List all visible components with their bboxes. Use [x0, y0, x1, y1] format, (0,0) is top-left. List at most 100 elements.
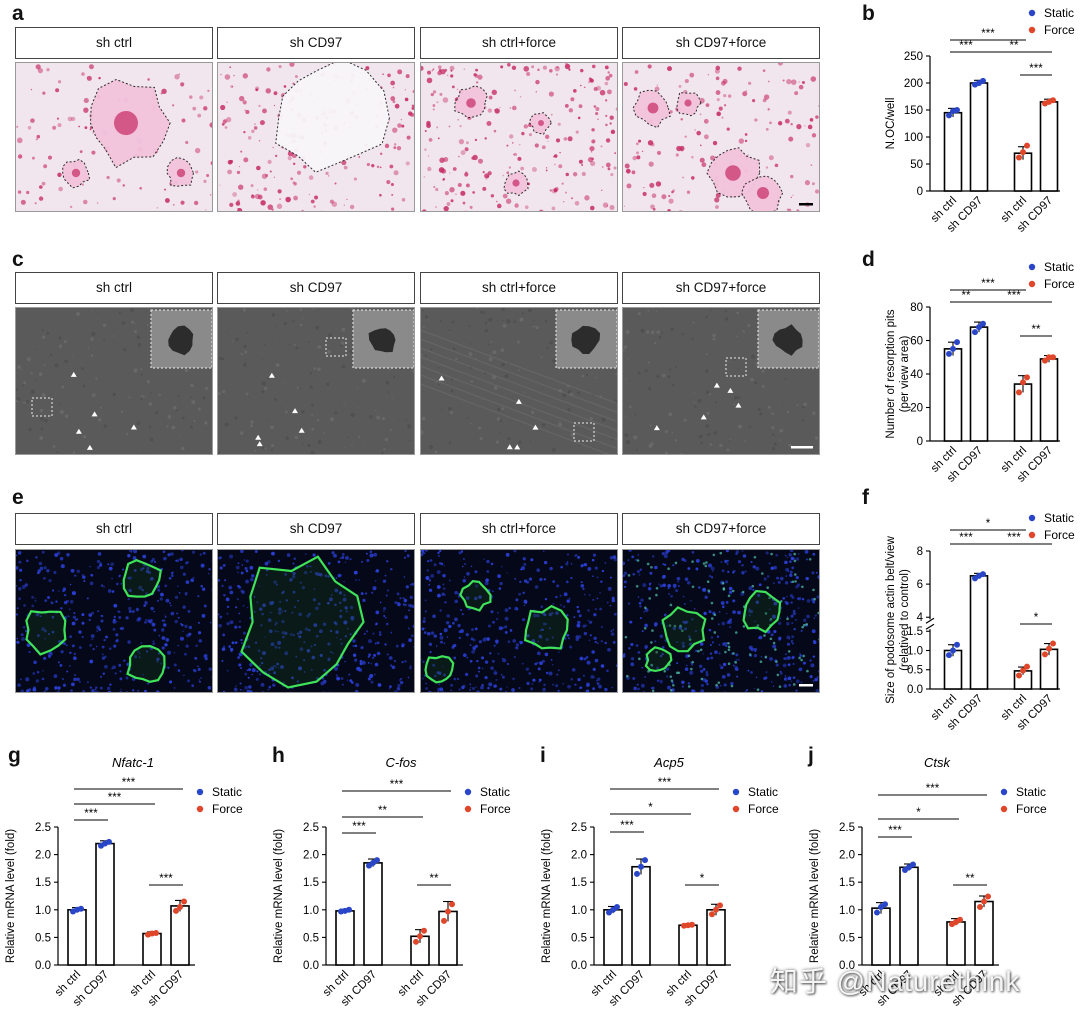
chart-g-bar	[170, 905, 190, 966]
label-e-sh-cd97: sh CD97	[217, 513, 415, 545]
chart-b-point	[1020, 149, 1026, 156]
chart-d-point	[980, 320, 986, 327]
panel-letter-f: f	[862, 486, 869, 509]
chart-h-ytick-label: 2.0	[303, 850, 319, 862]
chart-g-legend-force-marker	[196, 805, 204, 813]
chart-h-point	[421, 927, 427, 934]
chart-d-legend-force-marker	[1028, 280, 1036, 288]
chart-i-sig-label: ***	[658, 777, 672, 789]
chart-i-plot: Acp5 0.0 0.5 1.0 1.5 2.0 2.5 Relative mRNA leve…	[541, 755, 779, 1009]
chart-j-point	[874, 909, 880, 916]
chart-g-point	[153, 929, 159, 936]
chart-f-ytick-label: 6	[917, 579, 923, 591]
watermark: 知乎 @Naturethink	[770, 966, 1021, 997]
chart-h-point	[417, 933, 423, 940]
chart-g-ytick-label: 2.0	[35, 850, 51, 862]
chart-i-point	[638, 863, 644, 870]
chart-h-legend-static-label: Static	[480, 785, 510, 799]
chart-i-point	[642, 857, 648, 864]
panel-letter-j: j	[808, 744, 814, 767]
chart-b-ytick-label: 150	[904, 105, 923, 117]
label-a-sh-cd97-force: sh CD97+force	[622, 27, 820, 59]
chart-g-ytick-label: 1.0	[35, 905, 51, 917]
chart-g-ytick-label: 0.5	[35, 932, 51, 944]
chart-h-sig-label: ***	[390, 779, 404, 791]
chart-d-ytick-label: 40	[910, 369, 923, 381]
chart-j: Ctsk 0.0 0.5 1.0 1.5 2.0 2.5 Relative mRNA leve…	[804, 745, 1074, 1024]
chart-j-bar	[946, 921, 966, 966]
chart-d-sig-label: ***	[981, 278, 995, 290]
chart-b-ytick-label: 250	[904, 51, 923, 63]
chart-j-title: Ctsk	[924, 755, 952, 770]
panel-letter-e: e	[12, 486, 24, 509]
chart-d-ytick-label: 60	[910, 336, 923, 348]
chart-i-title: Acp5	[653, 755, 684, 770]
chart-g-legend-static-label: Static	[212, 785, 242, 799]
chart-b-legend-force-label: Force	[1044, 23, 1075, 37]
chart-j-sig-label: ***	[926, 783, 940, 795]
label-e-sh-ctrl: sh ctrl	[15, 513, 213, 545]
chart-f-legend-force-label: Force	[1044, 528, 1075, 542]
chart-j-svg: Ctsk 0.0 0.5 1.0 1.5 2.0 2.5 Relative mRNA leve…	[809, 755, 1047, 1009]
chart-h-point	[441, 917, 447, 924]
chart-j-ytick-label: 2.0	[839, 850, 855, 862]
chart-h-legend-static-marker	[464, 788, 472, 796]
label-a-sh-ctrl: sh ctrl	[15, 27, 213, 59]
chart-b-bar	[943, 111, 963, 192]
if-image-sh-cd97-force	[622, 549, 820, 693]
chart-i-ytick-label: 1.5	[571, 877, 587, 889]
chart-g-legend-force-label: Force	[212, 802, 243, 816]
label-c-sh-cd97: sh CD97	[217, 272, 415, 304]
chart-f-point	[1050, 640, 1056, 647]
chart-i-point	[689, 921, 695, 928]
chart-d-bar	[943, 348, 963, 442]
chart-b-point	[1016, 154, 1022, 161]
chart-b-bar	[1039, 101, 1059, 192]
chart-b-ytick-label: 200	[904, 78, 923, 90]
chart-i-ytick-label: 2.5	[571, 822, 587, 834]
chart-i-point	[713, 906, 719, 913]
chart-i-ylabel: Relative mRNA level (fold)	[541, 829, 553, 963]
chart-g-plot: Nfatc-1 0.0 0.5 1.0 1.5 2.0 2.5 Relative mRNA l…	[5, 755, 243, 1009]
chart-g-point	[106, 838, 112, 845]
if-image-sh-ctrl	[15, 549, 213, 693]
chart-j-bar	[899, 866, 919, 966]
panel-letter-b: b	[862, 2, 875, 25]
chart-d-point	[1050, 354, 1056, 361]
sem-image-sh-cd97	[217, 307, 415, 455]
if-image-sh-cd97	[217, 549, 415, 693]
chart-j-ytick-label: 1.5	[839, 877, 855, 889]
chart-d-ylabel2: (per view area)	[899, 335, 911, 412]
chart-d-ytick-label: 80	[910, 302, 923, 314]
chart-b-point	[980, 77, 986, 84]
chart-h-legend-force-label: Force	[480, 802, 511, 816]
chart-b-point	[954, 107, 960, 113]
chart-b-sig-label: **	[1010, 40, 1019, 52]
chart-i-point	[717, 902, 723, 909]
label-e-sh-cd97-force: sh CD97+force	[622, 513, 820, 545]
chart-d-point	[950, 345, 956, 352]
chart-d-point	[1016, 389, 1022, 396]
chart-j-ytick-label: 2.5	[839, 822, 855, 834]
chart-d-legend-static-label: Static	[1044, 260, 1074, 274]
chart-d-sig-label: **	[1032, 324, 1041, 336]
chart-i-svg: Acp5 0.0 0.5 1.0 1.5 2.0 2.5 Relative mRNA leve…	[541, 755, 779, 1009]
chart-h-point	[413, 938, 419, 945]
panel-letter-c: c	[12, 248, 24, 271]
chart-h-point	[445, 908, 451, 915]
chart-d-ytick-label: 20	[910, 403, 923, 415]
chart-i-sig-label: *	[648, 802, 653, 814]
chart-g-sig-label: ***	[108, 792, 122, 804]
chart-j-point	[957, 916, 963, 923]
label-c-sh-ctrl: sh ctrl	[15, 272, 213, 304]
chart-j-bar	[871, 907, 891, 966]
chart-f-plot: 0.0 0.5 1.0 1.5 4 6 8 Size of podosome actin be…	[885, 511, 1075, 733]
chart-i-bar	[678, 924, 698, 966]
chart-b-bar	[969, 82, 989, 192]
chart-d-sig-label: **	[962, 290, 971, 302]
chart-j-point	[910, 861, 916, 868]
chart-f-bar	[969, 575, 989, 690]
chart-f-point	[1042, 651, 1048, 658]
